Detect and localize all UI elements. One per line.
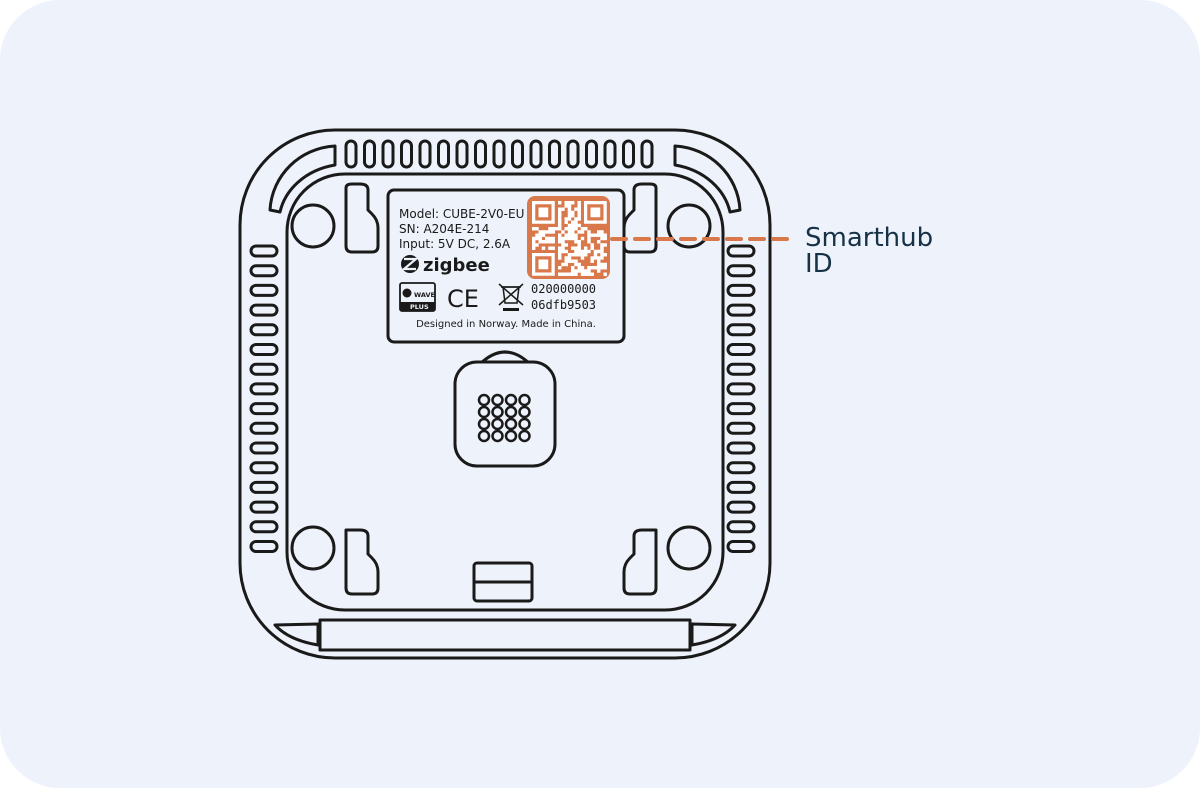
vent-slot-left bbox=[249, 362, 279, 376]
button-grid-dot bbox=[477, 429, 491, 443]
button-grid-dot bbox=[518, 417, 531, 431]
mounting-hole-top-left bbox=[290, 203, 336, 249]
svg-text:WAVE: WAVE bbox=[414, 291, 435, 299]
vent-slot-left bbox=[249, 500, 279, 514]
vent-slot-top bbox=[344, 139, 358, 169]
vent-slot-left bbox=[249, 323, 279, 337]
corner-slot-top-left bbox=[268, 144, 337, 214]
label-model: Model: CUBE-2V0-EU bbox=[399, 207, 524, 221]
callout-label-line-2: ID bbox=[805, 249, 833, 279]
smarthub-id-line-2: 06dfb9503 bbox=[531, 298, 596, 312]
button-grid-dot bbox=[518, 405, 531, 419]
callout-label-line-1: Smarthub bbox=[805, 223, 933, 253]
button-grid-dot bbox=[477, 393, 491, 407]
button-grid-dot bbox=[477, 405, 491, 419]
button-grid-dot bbox=[491, 405, 504, 419]
mounting-hole-bottom-left bbox=[290, 525, 336, 571]
vent-slot-right bbox=[726, 500, 756, 514]
device-inner-panel bbox=[285, 172, 725, 612]
vent-slot-right bbox=[726, 264, 756, 278]
vent-slot-left bbox=[249, 402, 279, 416]
zigbee-wordmark: zigbee bbox=[423, 255, 490, 276]
vent-slot-top bbox=[529, 139, 543, 169]
button-grid-dot bbox=[518, 429, 531, 443]
vent-slot-top bbox=[400, 139, 413, 169]
vent-slot-right bbox=[726, 402, 756, 416]
vent-slot-left bbox=[249, 421, 279, 435]
vent-slot-left bbox=[249, 520, 279, 534]
vent-slot-top bbox=[603, 139, 617, 169]
keyhole-slot-bottom-left bbox=[344, 528, 380, 596]
keyhole-slot-bottom-right bbox=[622, 528, 658, 596]
corner-slot-bottom-right bbox=[690, 622, 737, 647]
vent-slot-left bbox=[249, 303, 279, 317]
vent-slot-left bbox=[249, 441, 279, 455]
vent-slot-top bbox=[622, 139, 635, 169]
vent-slot-top bbox=[418, 139, 432, 169]
vent-slot-right bbox=[726, 244, 756, 258]
vent-slot-left bbox=[249, 540, 279, 553]
vent-slot-top bbox=[437, 139, 450, 169]
label-footer: Designed in Norway. Made in China. bbox=[416, 319, 596, 330]
vent-slot-left bbox=[249, 461, 279, 475]
svg-text:PLUS: PLUS bbox=[410, 303, 429, 311]
vent-slot-right bbox=[726, 343, 756, 356]
label-input: Input: 5V DC, 2.6A bbox=[399, 237, 511, 251]
center-button bbox=[453, 360, 557, 468]
vent-slot-top bbox=[492, 139, 506, 169]
button-grid-dot bbox=[504, 417, 518, 431]
vent-slot-right bbox=[726, 303, 756, 317]
qr-code-icon bbox=[532, 201, 607, 276]
mounting-hole-top-right bbox=[666, 203, 712, 249]
vent-slot-left bbox=[249, 382, 279, 396]
button-grid-dot bbox=[491, 429, 504, 443]
vent-slot-right bbox=[726, 441, 756, 455]
button-grid-dot bbox=[477, 417, 491, 431]
vent-slot-top bbox=[381, 139, 395, 169]
vent-slot-top bbox=[566, 139, 580, 169]
weee-bin-icon bbox=[498, 283, 524, 311]
vent-slot-right bbox=[726, 323, 756, 337]
vent-slot-right bbox=[726, 362, 756, 376]
vent-slot-left bbox=[249, 480, 279, 494]
zwave-plus-logo-icon: WAVE PLUS bbox=[399, 282, 436, 312]
ce-mark-icon: CE bbox=[447, 285, 479, 313]
button-grid-dot bbox=[504, 393, 518, 407]
vent-slot-top bbox=[548, 139, 561, 169]
vent-slot-right bbox=[726, 283, 756, 297]
smarthub-id-line-1: 020000000 bbox=[531, 282, 596, 296]
button-grid-dot bbox=[491, 417, 504, 431]
vent-slot-top bbox=[455, 139, 469, 169]
vent-slot-right bbox=[726, 540, 756, 553]
corner-slot-bottom-left bbox=[273, 622, 320, 647]
vent-slot-left bbox=[249, 283, 279, 297]
zigbee-logo-icon bbox=[400, 255, 420, 273]
mounting-hole-bottom-right bbox=[666, 525, 712, 571]
vent-slot-left bbox=[249, 244, 279, 258]
vent-slot-right bbox=[726, 480, 756, 494]
corner-slot-top-right bbox=[673, 144, 742, 214]
vent-slot-top bbox=[640, 139, 654, 169]
bottom-rail bbox=[318, 618, 692, 652]
vent-slot-left bbox=[249, 264, 279, 278]
button-grid-dot bbox=[491, 393, 504, 407]
label-serial: SN: A204E-214 bbox=[399, 222, 489, 236]
vent-slot-top bbox=[474, 139, 487, 169]
button-tab bbox=[478, 350, 532, 366]
vent-slot-left bbox=[249, 343, 279, 356]
vent-slot-right bbox=[726, 421, 756, 435]
vent-slot-right bbox=[726, 382, 756, 396]
vent-slot-top bbox=[585, 139, 598, 169]
vent-slot-right bbox=[726, 520, 756, 534]
button-grid-dot bbox=[518, 393, 531, 407]
button-grid-dot bbox=[504, 405, 518, 419]
button-grid-dot bbox=[504, 429, 518, 443]
vent-slot-top bbox=[363, 139, 376, 169]
vent-slot-top bbox=[511, 139, 524, 169]
keyhole-slot-top-left bbox=[344, 182, 380, 254]
vent-slot-right bbox=[726, 461, 756, 475]
